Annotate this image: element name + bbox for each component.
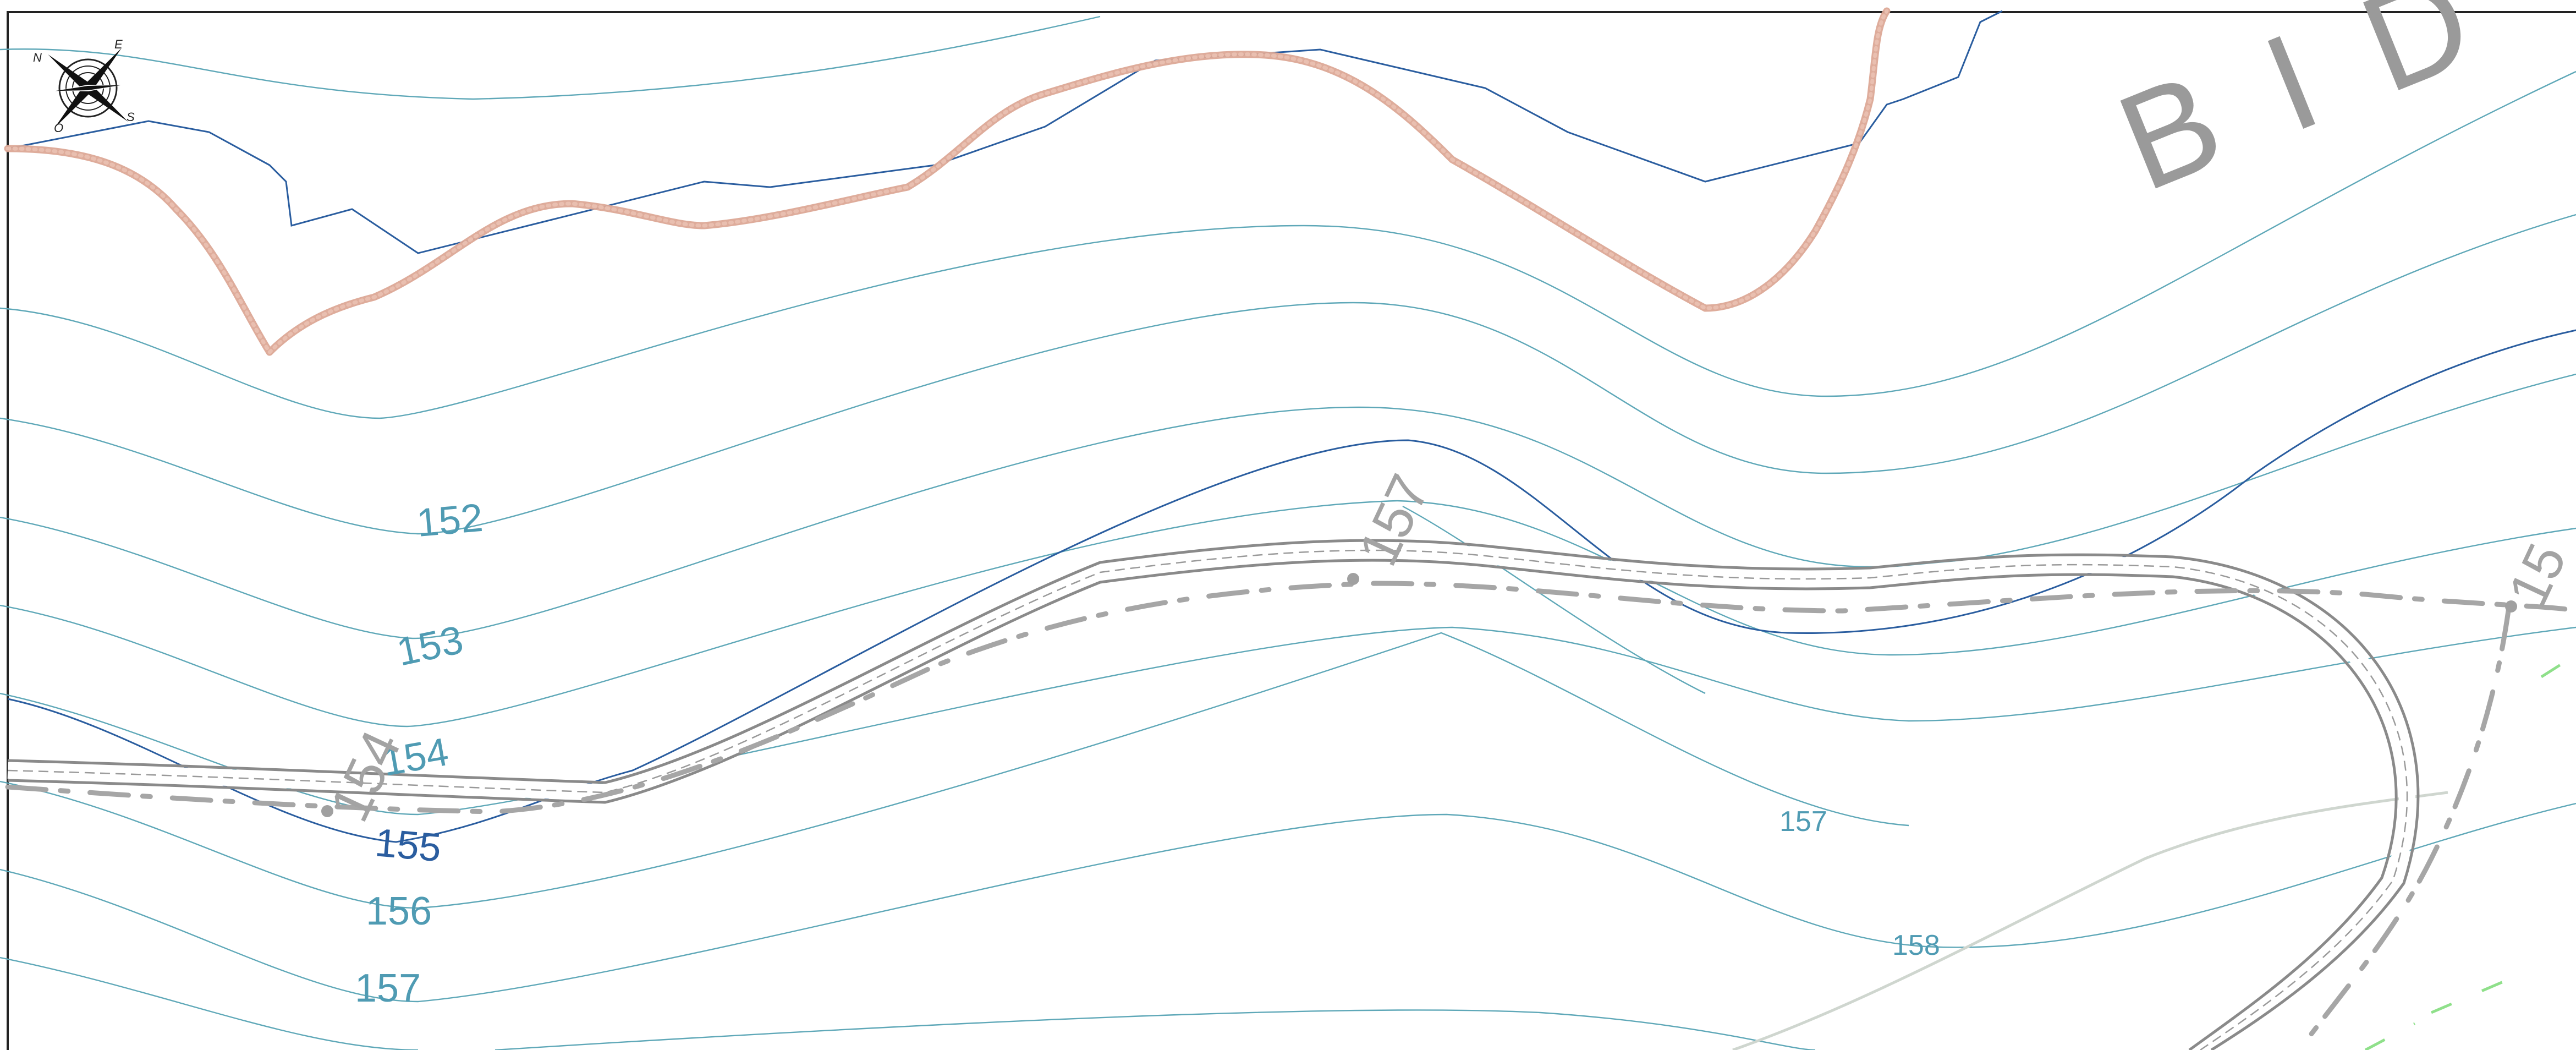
area-name: BID bbox=[2099, 0, 2552, 220]
compass-needle-icon bbox=[48, 48, 128, 128]
compass-o: O bbox=[54, 121, 63, 135]
compass-s: S bbox=[127, 110, 135, 124]
secondary-path bbox=[1732, 653, 2576, 1050]
major-contour-lines bbox=[7, 10, 2576, 843]
road-point bbox=[321, 805, 333, 817]
contour-label: 152 bbox=[415, 496, 485, 545]
map-frame bbox=[7, 11, 2576, 1050]
contour-label: 158 bbox=[1892, 929, 1940, 961]
trail-profile bbox=[4, 7, 1891, 356]
compass-e: E bbox=[114, 37, 123, 51]
contour-labels: 152 153 154 155 156 157 157 158 bbox=[355, 496, 1940, 1010]
contour-label: 156 bbox=[366, 889, 432, 933]
contour-label: 157 bbox=[1779, 806, 1827, 838]
contour-label: 157 bbox=[355, 966, 421, 1010]
contour-label: 153 bbox=[393, 617, 467, 674]
road[interactable] bbox=[5, 539, 2576, 1050]
road-point bbox=[1347, 573, 1359, 585]
contour-lines bbox=[0, 15, 2576, 1050]
compass-rose: N E S O bbox=[33, 37, 135, 135]
road-point bbox=[2505, 600, 2517, 612]
contour-label: 155 bbox=[374, 821, 443, 870]
compass-n: N bbox=[33, 51, 42, 64]
area-label: BID bbox=[2099, 0, 2552, 220]
